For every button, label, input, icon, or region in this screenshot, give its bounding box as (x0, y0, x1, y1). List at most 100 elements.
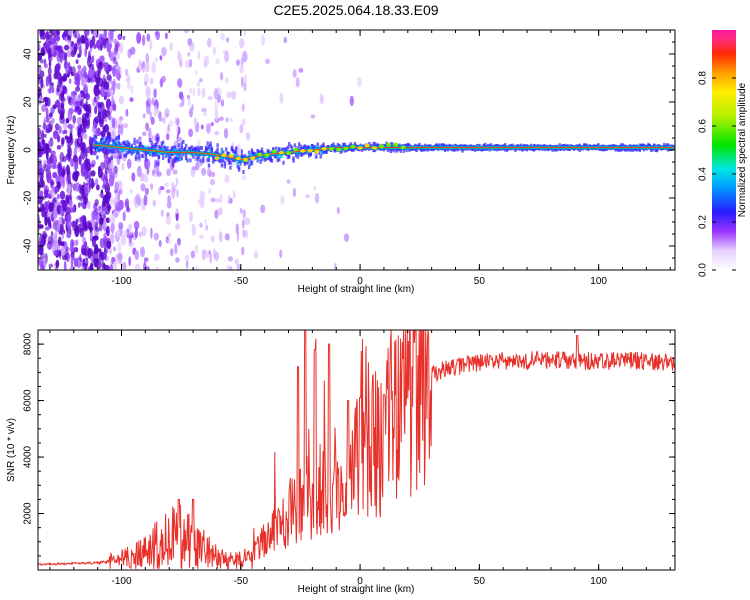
band-cell (269, 155, 272, 160)
noise-dot (70, 40, 74, 47)
noise-dot (145, 102, 151, 115)
noise-dot (244, 74, 247, 86)
noise-dot (167, 233, 172, 238)
noise-dot (45, 38, 50, 50)
band-cell (279, 155, 282, 159)
band-cell (137, 155, 141, 160)
noise-dot (164, 32, 168, 40)
band-cell (110, 155, 113, 160)
band-cell (256, 149, 259, 154)
y-tick-label: 0 (23, 147, 34, 153)
noise-dot (230, 117, 233, 122)
noise-dot (123, 230, 128, 237)
noise-dot (210, 197, 216, 203)
noise-dot (78, 202, 81, 208)
band-cell (194, 148, 198, 153)
noise-dot (142, 64, 145, 73)
band-cell (162, 147, 165, 151)
noise-dot (64, 30, 69, 38)
noise-dot (75, 218, 79, 225)
noise-dot (55, 99, 61, 108)
band-cell (116, 136, 119, 140)
band-cell (202, 156, 205, 161)
band-cell (160, 141, 163, 146)
noise-dot (279, 249, 283, 259)
noise-dot (336, 207, 340, 214)
noise-dot (53, 233, 58, 245)
noise-dot (128, 256, 132, 267)
noise-dot (94, 178, 99, 186)
noise-dot (118, 189, 123, 195)
band-cell (222, 158, 225, 162)
band-cell (111, 149, 115, 154)
noise-dot (52, 171, 58, 179)
noise-dot (78, 155, 82, 166)
noise-dot (99, 216, 104, 226)
noise-dot (218, 207, 223, 216)
band-cell (239, 155, 242, 159)
band-cell (104, 136, 108, 141)
noise-dot (283, 36, 288, 44)
noise-dot (66, 252, 70, 263)
noise-dot (125, 108, 129, 117)
noise-dot (191, 224, 196, 236)
noise-dot (116, 82, 121, 90)
band-cell (206, 141, 209, 146)
noise-dot (50, 187, 56, 199)
band-cell (292, 158, 295, 163)
band-cell (205, 145, 208, 150)
noise-dot (183, 30, 189, 34)
noise-dot (204, 218, 208, 225)
band-cell (273, 154, 277, 159)
noise-dot (59, 125, 62, 134)
noise-dot (162, 116, 166, 124)
band-peak (321, 147, 327, 151)
noise-dot (209, 179, 216, 186)
noise-dot (220, 99, 225, 107)
band-cell (272, 146, 275, 151)
noise-dot (218, 231, 223, 243)
noise-dot (51, 154, 57, 166)
noise-dot (188, 128, 194, 138)
noise-dot (84, 47, 87, 58)
band-cell (150, 152, 153, 156)
noise-dot (140, 246, 145, 258)
noise-dot (38, 224, 44, 229)
noise-dot (104, 117, 107, 123)
noise-dot (103, 232, 107, 241)
band-cell (280, 154, 284, 158)
noise-dot (39, 233, 45, 246)
noise-dot (85, 93, 90, 101)
band-cell (119, 142, 122, 147)
noise-dot (47, 210, 52, 219)
band-cell (139, 141, 142, 146)
noise-dot (145, 266, 150, 270)
band-cell (100, 147, 103, 152)
band-cell (227, 157, 231, 162)
snr-xlabel: Height of straight line (km) (298, 584, 415, 595)
noise-dot (116, 228, 120, 238)
band-cell (372, 141, 375, 146)
x-tick-label: 100 (590, 276, 607, 287)
band-cell (630, 147, 633, 152)
noise-dot (91, 30, 94, 35)
band-cell (267, 149, 271, 154)
noise-dot (112, 261, 117, 270)
band-cell (99, 146, 102, 149)
band-cell (207, 158, 211, 162)
band-cell (159, 146, 162, 151)
noise-dot (215, 198, 221, 203)
noise-dot (99, 114, 105, 124)
noise-dot (61, 75, 67, 82)
band-cell (117, 134, 120, 139)
band-cell (219, 156, 222, 160)
band-cell (93, 134, 96, 139)
noise-dot (122, 35, 126, 41)
spectrogram-panel: -100 -50 0 50 100 -40 -20 0 20 40 Height of strai… (6, 29, 676, 295)
band-cell (278, 147, 281, 151)
band-cell (250, 148, 254, 153)
noise-dot (165, 113, 169, 118)
noise-dot (109, 65, 113, 72)
band-cell (134, 154, 138, 159)
band-cell (139, 144, 142, 149)
